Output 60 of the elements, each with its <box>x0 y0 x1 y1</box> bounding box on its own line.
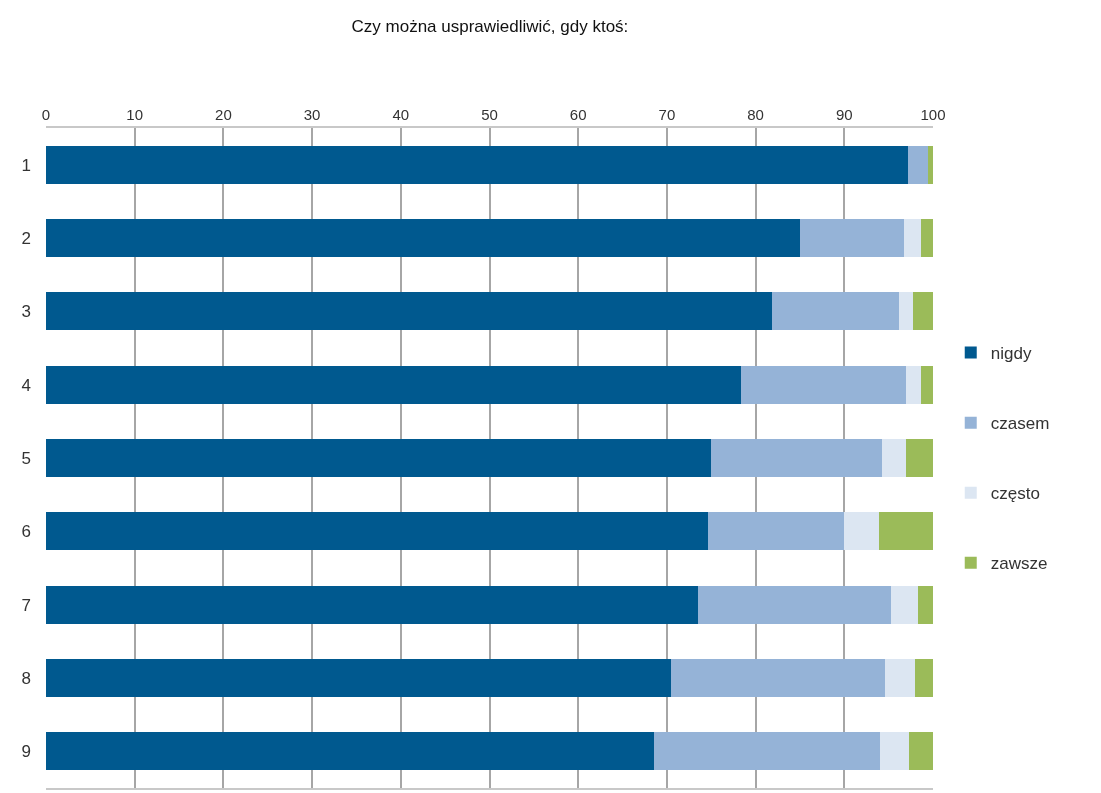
x-tick-label: 50 <box>481 106 498 123</box>
bar <box>891 585 918 624</box>
bar <box>46 585 698 624</box>
bar <box>905 438 933 478</box>
bar <box>909 732 933 771</box>
bar <box>912 292 933 331</box>
bar <box>741 365 907 404</box>
x-tick-label: 70 <box>658 106 676 123</box>
bar <box>844 512 879 551</box>
x-tick-label: 0 <box>41 106 51 123</box>
y-tick-label: 8 <box>21 668 31 688</box>
legend-label: czasem <box>990 414 1050 434</box>
bar <box>882 438 906 478</box>
x-tick-label: 100 <box>920 106 946 123</box>
bar <box>46 218 800 258</box>
x-tick-label: 20 <box>215 106 232 123</box>
bar <box>906 365 921 404</box>
x-tick-label: 60 <box>569 106 587 123</box>
bar <box>920 365 933 404</box>
bar <box>917 585 933 624</box>
bar <box>46 145 909 184</box>
bar <box>921 218 933 258</box>
y-tick-label: 9 <box>21 742 31 762</box>
y-tick-label: 2 <box>21 228 31 248</box>
bar <box>46 512 708 551</box>
y-tick-label: 1 <box>21 155 31 175</box>
x-tick-label: 10 <box>126 106 144 123</box>
bar <box>899 292 913 331</box>
bar <box>879 732 910 771</box>
bar <box>711 438 883 478</box>
y-tick-label: 5 <box>21 448 31 468</box>
bar <box>878 512 933 551</box>
y-tick-label: 7 <box>21 595 31 615</box>
bar <box>772 292 900 331</box>
bar <box>46 732 654 771</box>
bar <box>46 658 672 698</box>
y-tick-label: 3 <box>21 302 31 322</box>
legend-label: nigdy <box>990 344 1032 364</box>
x-tick-label: 80 <box>747 106 764 123</box>
y-tick-label: 6 <box>21 522 31 542</box>
bar <box>46 292 773 331</box>
chart-title: Czy można usprawiedliwić, gdy ktoś: <box>351 16 629 36</box>
legend-label: często <box>990 484 1040 504</box>
bar <box>671 658 886 698</box>
bar <box>799 218 904 258</box>
bar <box>707 512 845 551</box>
bar <box>908 145 928 184</box>
bar <box>46 438 712 478</box>
legend-label: zawsze <box>990 554 1048 574</box>
bar <box>903 218 922 258</box>
bar <box>915 658 933 698</box>
x-tick-label: 90 <box>835 106 853 123</box>
bar <box>653 732 880 771</box>
bar <box>885 658 916 698</box>
y-tick-label: 4 <box>21 375 31 395</box>
bar <box>46 365 742 404</box>
bar <box>697 585 892 624</box>
x-tick-label: 40 <box>392 106 410 123</box>
bar <box>927 145 933 184</box>
x-tick-label: 30 <box>303 106 321 123</box>
